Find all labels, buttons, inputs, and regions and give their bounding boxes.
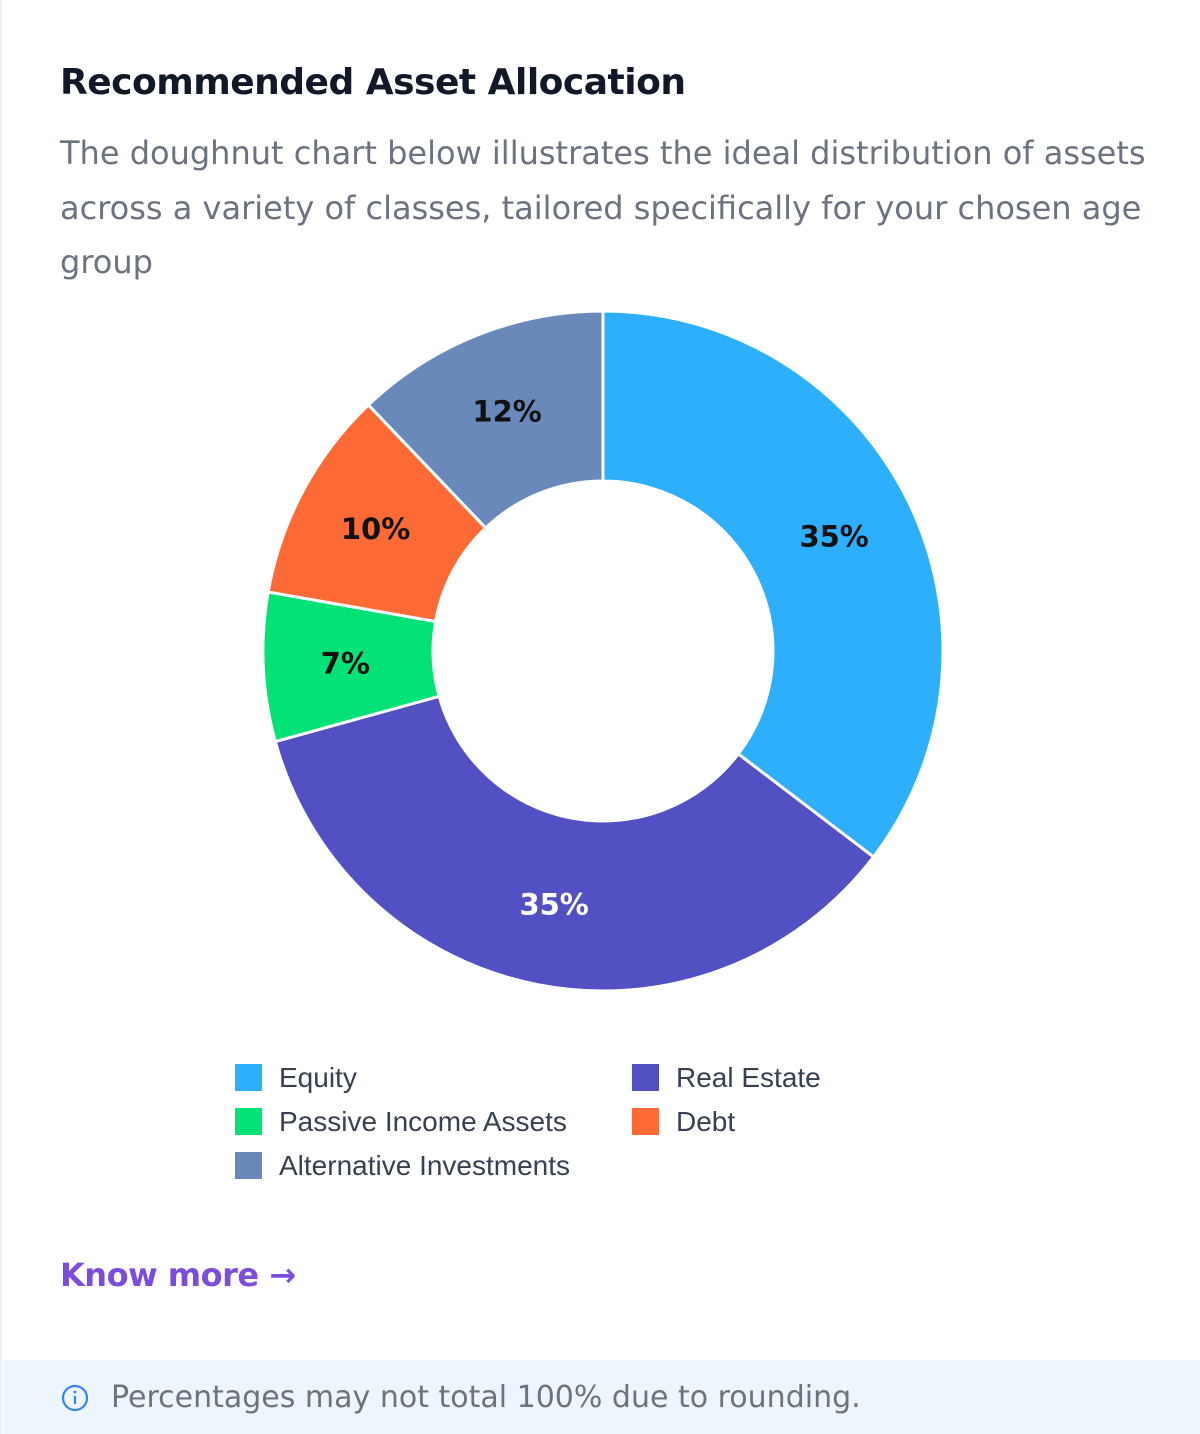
legend-label: Passive Income Assets [279, 1105, 567, 1137]
slice-equity[interactable] [601, 309, 945, 859]
slice-debt[interactable] [266, 403, 488, 623]
card-subtitle: The doughnut chart below illustrates the… [60, 134, 1146, 281]
slice-label: 12% [472, 394, 541, 428]
slice-alternative-investments[interactable] [366, 309, 605, 530]
legend-swatch [235, 1108, 262, 1135]
legend-item-passive-income-assets[interactable]: Passive Income Assets [235, 1104, 632, 1139]
legend-label: Alternative Investments [279, 1149, 571, 1181]
card-title: Recommended Asset Allocation [60, 62, 686, 103]
slice-label: 35% [519, 887, 588, 921]
legend-swatch [632, 1108, 659, 1135]
legend-swatch [235, 1152, 262, 1179]
legend-label: Equity [279, 1061, 357, 1093]
slice-label: 10% [341, 512, 410, 546]
doughnut-chart: 35% 35% 7% 10% 12% [261, 309, 945, 993]
slice-real-estate[interactable] [273, 694, 876, 993]
legend-label: Real Estate [676, 1061, 821, 1093]
legend-item-alternative-investments[interactable]: Alternative Investments [235, 1148, 632, 1183]
footer-note-bar: Percentages may not total 100% due to ro… [4, 1360, 1200, 1434]
slice-label: 7% [321, 646, 370, 680]
legend-swatch [632, 1064, 659, 1091]
know-more-link[interactable]: Know more → [60, 1256, 296, 1294]
footer-note: Percentages may not total 100% due to ro… [111, 1380, 861, 1415]
legend-label: Debt [676, 1105, 736, 1137]
info-icon [61, 1384, 89, 1412]
chart-legend: Equity Real Estate Passive Income Assets De… [235, 1060, 875, 1183]
legend-swatch [235, 1064, 262, 1091]
slice-label: 35% [799, 519, 868, 553]
legend-item-debt[interactable]: Debt [632, 1104, 872, 1139]
legend-item-equity[interactable]: Equity [235, 1060, 632, 1095]
legend-item-real-estate[interactable]: Real Estate [632, 1060, 872, 1095]
